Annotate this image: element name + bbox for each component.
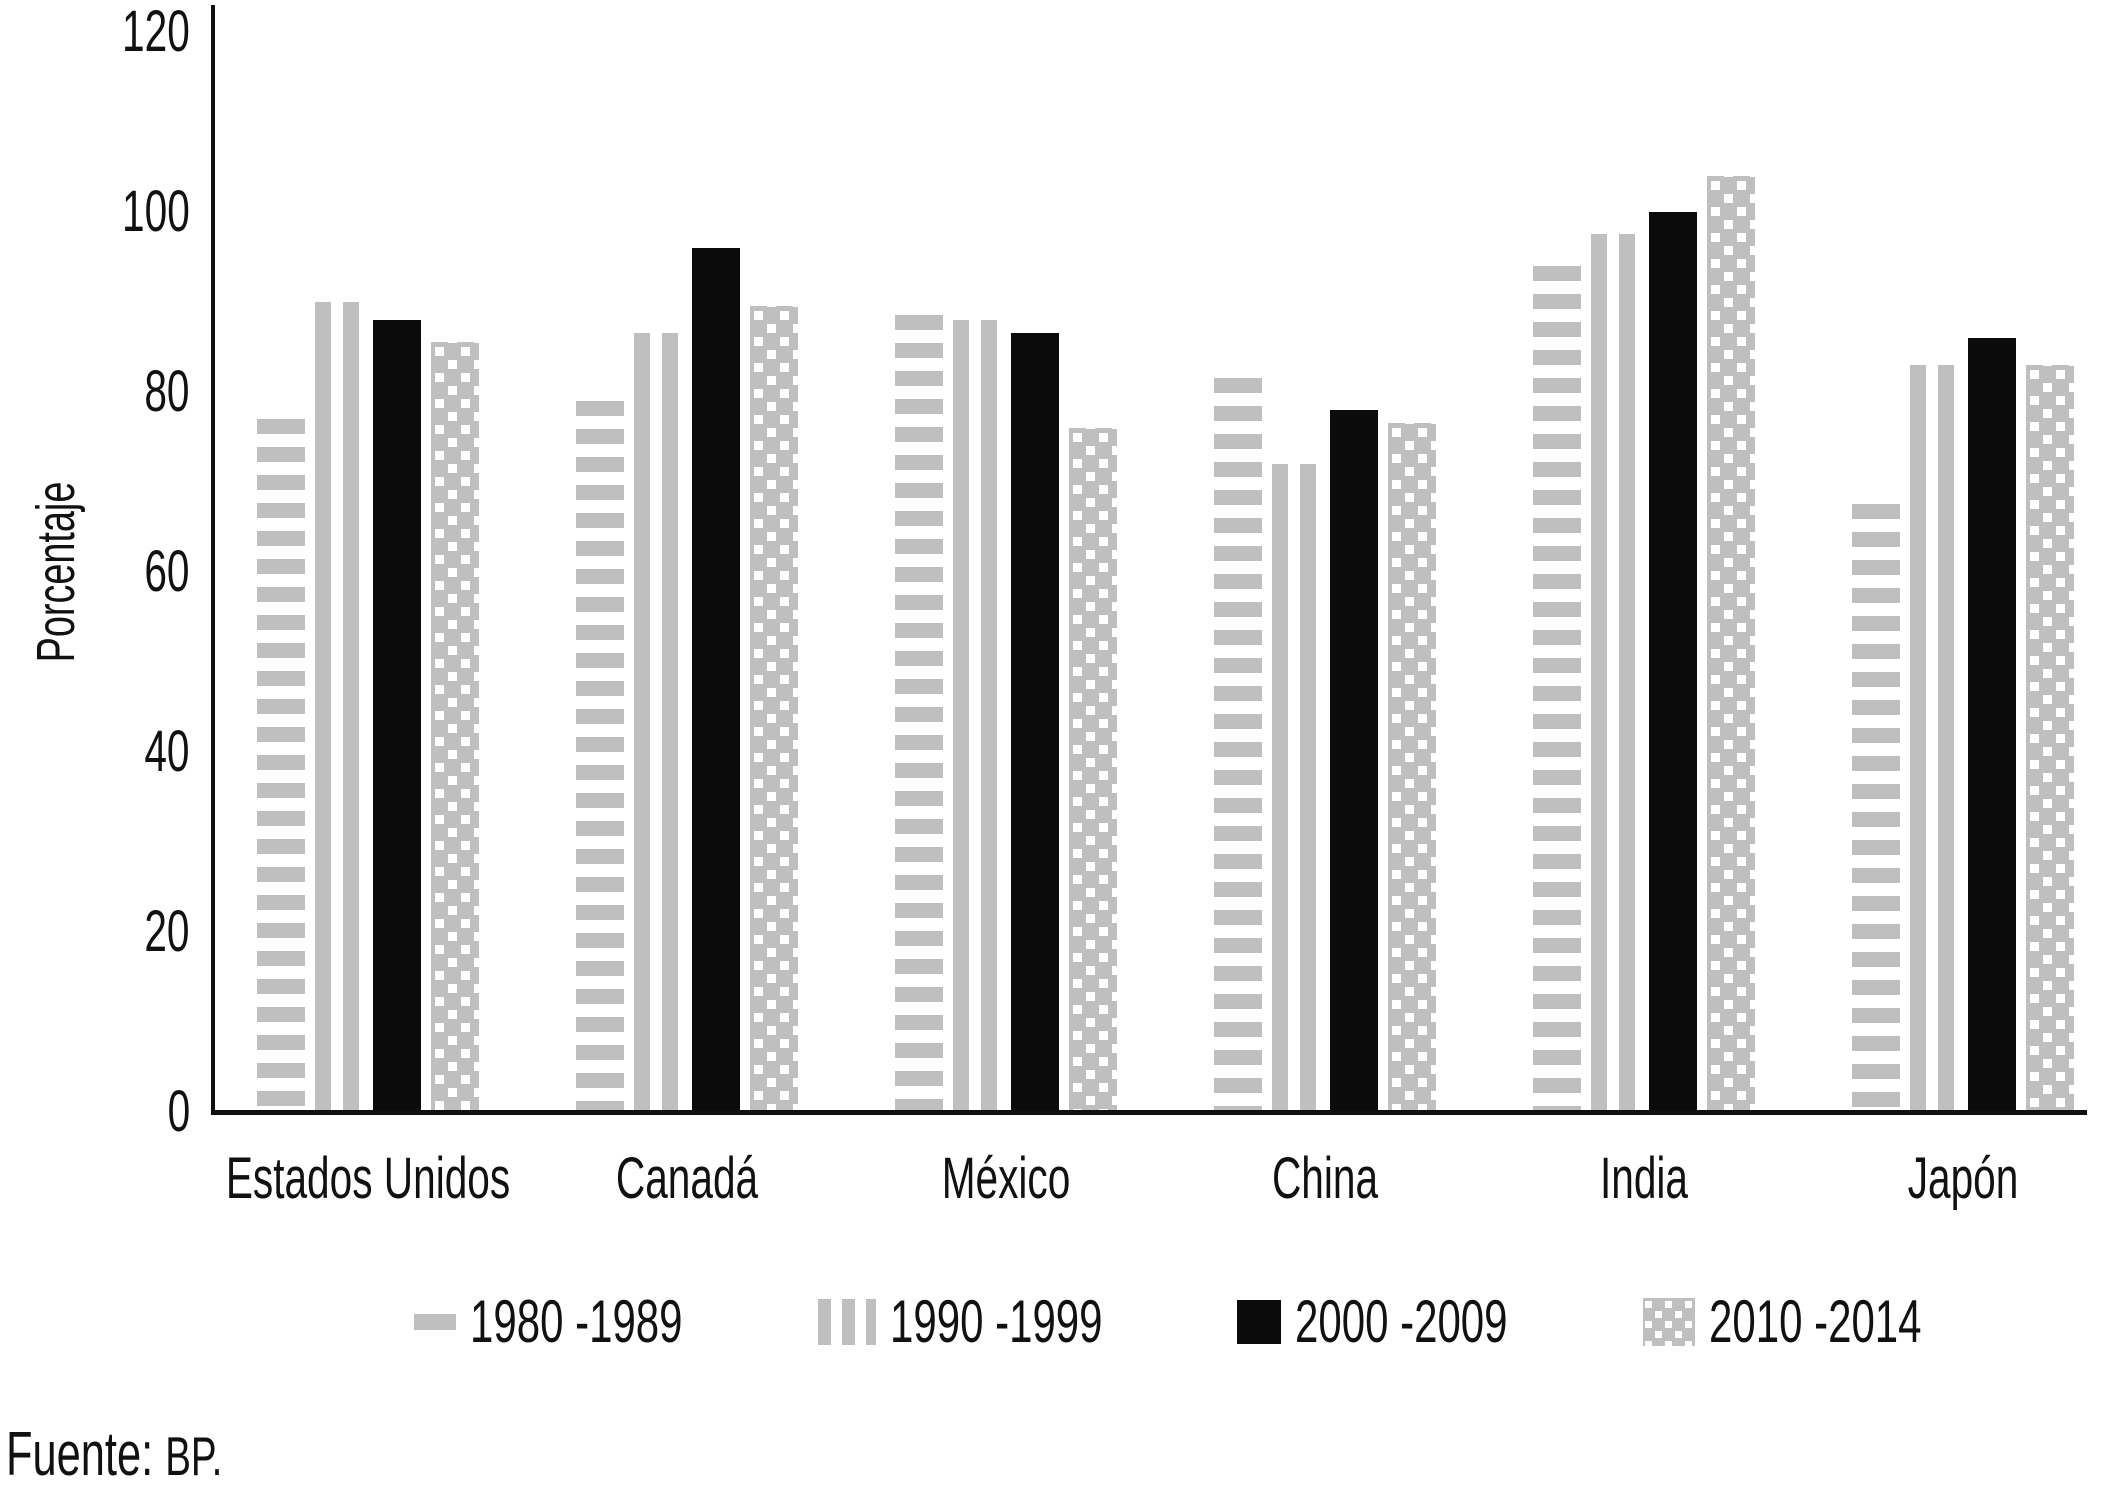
legend-swatch-vertical-stripes bbox=[817, 1299, 876, 1345]
bar-india-2000-2009 bbox=[1649, 212, 1697, 1112]
y-tick-label-60: 60 bbox=[0, 543, 190, 601]
legend-item-1980-1989: 1980 -1989 bbox=[414, 1292, 774, 1352]
bar-canad-2000-2009 bbox=[692, 248, 740, 1112]
legend-item-2010-2014: 2010 -2014 bbox=[1642, 1292, 2013, 1352]
bar-china-1990-1999 bbox=[1272, 464, 1320, 1112]
bar-jap-n-1980-1989 bbox=[1852, 504, 1900, 1112]
x-category-text-china: China bbox=[1271, 1146, 1379, 1211]
y-tick-text-20: 20 bbox=[144, 899, 190, 964]
legend-text-1980-1989: 1980 -1989 bbox=[470, 1288, 683, 1355]
bar-estados-unidos-1990-1999 bbox=[315, 302, 363, 1112]
legend-label-2000-2009: 2000 -2009 bbox=[1295, 1292, 1599, 1352]
bar-estados-unidos-2000-2009 bbox=[373, 320, 421, 1112]
legend-swatch-white-dots-on-gray bbox=[1642, 1298, 1695, 1346]
x-category-text-estados-unidos: Estados Unidos bbox=[225, 1146, 511, 1211]
legend-text-2000-2009: 2000 -2009 bbox=[1295, 1288, 1508, 1355]
source-prefix: Fuente: bbox=[6, 1420, 154, 1486]
x-category-label-canad: Canadá bbox=[585, 1150, 788, 1208]
x-category-label-china: China bbox=[1249, 1150, 1401, 1208]
y-tick-label-40: 40 bbox=[0, 723, 190, 781]
legend-label-2010-2014: 2010 -2014 bbox=[1709, 1292, 2013, 1352]
y-tick-text-40: 40 bbox=[144, 719, 190, 784]
bar-m-xico-2010-2014 bbox=[1069, 428, 1117, 1112]
y-tick-label-20: 20 bbox=[0, 903, 190, 961]
plot-area bbox=[257, 176, 2074, 1112]
bar-canad-2010-2014 bbox=[750, 306, 798, 1112]
source-value: BP. bbox=[165, 1425, 223, 1486]
legend-text-1990-1999: 1990 -1999 bbox=[889, 1288, 1103, 1355]
legend: 1980 -1989 1990 -1999 2000 -2009 2010 -2014 bbox=[414, 1292, 2012, 1352]
bar-china-2000-2009 bbox=[1330, 410, 1378, 1112]
legend-swatch-horizontal-stripes bbox=[414, 1314, 456, 1330]
x-category-label-jap-n: Japón bbox=[1884, 1150, 2042, 1208]
bar-china-2010-2014 bbox=[1388, 423, 1436, 1112]
y-tick-text-60: 60 bbox=[144, 539, 190, 604]
source-space bbox=[153, 1420, 165, 1486]
y-tick-label-0: 0 bbox=[0, 1083, 190, 1141]
legend-text-2010-2014: 2010 -2014 bbox=[1708, 1288, 1922, 1355]
x-category-label-m-xico: México bbox=[914, 1150, 1098, 1208]
y-tick-text-120: 120 bbox=[122, 0, 190, 64]
bar-jap-n-2010-2014 bbox=[2026, 365, 2074, 1112]
bar-india-1990-1999 bbox=[1591, 234, 1639, 1112]
bar-canad-1990-1999 bbox=[634, 333, 682, 1112]
y-tick-text-100: 100 bbox=[122, 179, 190, 244]
y-tick-label-100: 100 bbox=[0, 183, 190, 241]
source-note-text: Fuente: BP. bbox=[6, 1424, 222, 1486]
legend-item-2000-2009: 2000 -2009 bbox=[1237, 1292, 1599, 1352]
legend-item-1990-1999: 1990 -1999 bbox=[817, 1292, 1194, 1352]
y-axis-line bbox=[211, 5, 215, 1114]
y-tick-label-80: 80 bbox=[0, 363, 190, 421]
y-tick-text-0: 0 bbox=[167, 1079, 190, 1144]
source-note: Fuente: BP. bbox=[6, 1424, 315, 1486]
bar-jap-n-1990-1999 bbox=[1910, 365, 1958, 1112]
bar-m-xico-1980-1989 bbox=[895, 315, 943, 1112]
x-category-text-canad: Canadá bbox=[615, 1146, 759, 1211]
x-category-label-estados-unidos: Estados Unidos bbox=[165, 1150, 571, 1208]
bar-estados-unidos-1980-1989 bbox=[257, 419, 305, 1112]
x-category-label-india: India bbox=[1581, 1150, 1707, 1208]
legend-label-1980-1989: 1980 -1989 bbox=[470, 1292, 774, 1352]
y-tick-label-120: 120 bbox=[0, 3, 190, 61]
y-tick-text-80: 80 bbox=[144, 359, 190, 424]
bar-china-1980-1989 bbox=[1214, 378, 1262, 1112]
bar-india-2010-2014 bbox=[1707, 176, 1755, 1112]
bar-india-1980-1989 bbox=[1533, 266, 1581, 1112]
bar-m-xico-1990-1999 bbox=[953, 320, 1001, 1112]
bar-jap-n-2000-2009 bbox=[1968, 338, 2016, 1112]
legend-swatch-solid-black bbox=[1237, 1300, 1282, 1344]
bar-canad-1980-1989 bbox=[576, 401, 624, 1112]
x-category-text-india: India bbox=[1599, 1146, 1689, 1211]
bar-m-xico-2000-2009 bbox=[1011, 333, 1059, 1112]
x-category-text-m-xico: México bbox=[941, 1146, 1071, 1211]
x-axis-line bbox=[211, 1110, 2087, 1115]
bar-estados-unidos-2010-2014 bbox=[431, 342, 479, 1112]
legend-label-1990-1999: 1990 -1999 bbox=[890, 1292, 1194, 1352]
x-category-text-jap-n: Japón bbox=[1907, 1146, 2019, 1211]
